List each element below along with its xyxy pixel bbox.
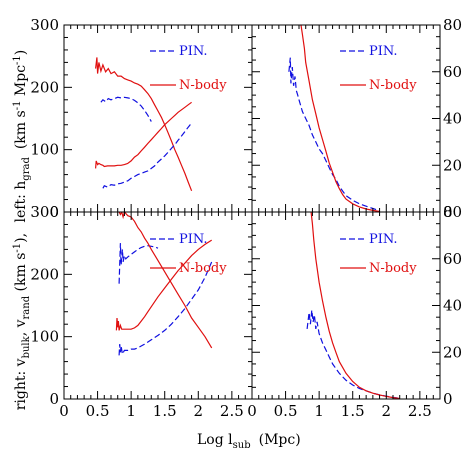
series-line-nbody-1 <box>300 25 380 212</box>
right-y-tick-label: 60 <box>443 63 462 81</box>
panel-frame <box>63 24 253 213</box>
right-y-tick-label: 40 <box>443 297 462 315</box>
series-line-pin-2 <box>102 122 193 189</box>
left-y-tick-label: 300 <box>30 16 59 34</box>
x-tick-label: 1 <box>126 402 136 420</box>
legend-label-1: N-body <box>179 261 227 276</box>
x-tick-label: 1.5 <box>341 402 365 420</box>
x-tick-label: 2.5 <box>220 402 244 420</box>
left-y-tick-label: 200 <box>30 78 59 96</box>
legend-label-0: PIN. <box>179 44 208 59</box>
series-line-nbody-3 <box>115 239 213 331</box>
left-y-tick-label: 100 <box>30 328 59 346</box>
x-tick-label: 2.5 <box>408 402 432 420</box>
left-y-tick-label: 0 <box>49 390 59 408</box>
panel-top-right: PIN. N-body 0 20 40 60 80 <box>251 16 462 221</box>
legend-label-1: N-body <box>369 261 417 276</box>
right-y-tick-label: 0 <box>443 390 453 408</box>
x-tick-label: 2 <box>382 402 392 420</box>
legend-label-1: N-body <box>369 78 417 93</box>
x-tick-label: 0.5 <box>86 402 110 420</box>
panel-top-left: PIN. N-body 0 100 200 300 <box>30 16 253 221</box>
left-y-tick-label: 200 <box>30 265 59 283</box>
legend-label-0: PIN. <box>369 232 398 247</box>
legend-label-0: PIN. <box>179 232 208 247</box>
x-tick-label: 1 <box>314 402 324 420</box>
y-axis-title: right: vbulk, vrand (km s-1), left: hgra… <box>12 50 32 411</box>
x-tick-label: 0.5 <box>274 402 298 420</box>
x-tick-label: 1.5 <box>153 402 177 420</box>
svg-text:right: vbulk, vrand (km s-1),: right: vbulk, vrand (km s-1), left: hgra… <box>12 50 32 411</box>
panel-bottom-left: PIN. N-body 0 0.5 1 1.5 2 2.5 0 100 200 300 <box>30 203 253 420</box>
series-line-nbody-1 <box>95 57 193 192</box>
series-line-nbody-1 <box>310 212 400 399</box>
legend-label-0: PIN. <box>369 44 398 59</box>
x-tick-label: 0 <box>247 402 257 420</box>
panel-bottom-right: PIN. N-body 0 0.5 1 1.5 2 2.5 0 20 40 60 80 <box>247 203 462 420</box>
series-line-nbody-1 <box>118 212 213 349</box>
panels: PIN.N-body0100200300PIN.N-body020406080P… <box>30 16 462 420</box>
series-line-pin-0 <box>100 96 152 122</box>
right-y-tick-label: 80 <box>443 16 462 34</box>
right-y-tick-label: 0 <box>443 203 453 221</box>
x-axis-title: Log lsub (Mpc) <box>197 432 301 451</box>
right-y-tick-label: 60 <box>443 250 462 268</box>
panel-frame <box>63 211 253 400</box>
series-line-pin-2 <box>118 261 213 356</box>
series-line-pin-0 <box>118 243 159 284</box>
svg-text:Log lsub(Mpc): Log lsub (Mpc) <box>197 432 301 451</box>
right-y-tick-label: 20 <box>443 343 462 361</box>
x-tick-label: 0 <box>59 402 69 420</box>
series-line-pin-0 <box>306 310 400 399</box>
right-y-tick-label: 20 <box>443 156 462 174</box>
left-y-tick-label: 100 <box>30 141 59 159</box>
panel-frame <box>251 211 441 400</box>
series-line-nbody-3 <box>95 101 192 169</box>
legend-label-1: N-body <box>179 78 227 93</box>
series-line-pin-0 <box>288 57 380 212</box>
right-y-tick-label: 80 <box>443 203 462 221</box>
panel-frame <box>251 24 441 213</box>
left-y-tick-label: 0 <box>49 203 59 221</box>
left-y-tick-label: 300 <box>30 203 59 221</box>
x-tick-label: 2 <box>194 402 204 420</box>
right-y-tick-label: 40 <box>443 110 462 128</box>
